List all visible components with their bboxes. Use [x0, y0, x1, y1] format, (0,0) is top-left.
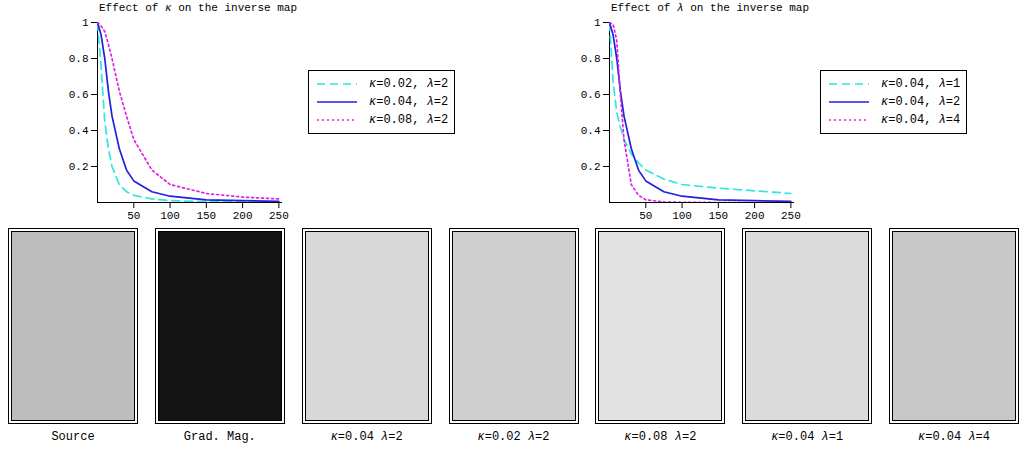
html-text:Effect of λ on the inverse map: Effect of λ on the inverse map: [611, 2, 809, 14]
html-text:κ =0.04, λ =2: κ =0.04, λ =2: [881, 95, 961, 109]
svg-text:250: 250: [269, 210, 289, 222]
html-text:κ =0.08, λ =2: κ =0.08, λ =2: [369, 113, 449, 127]
svg-text:0.4: 0.4: [69, 125, 89, 137]
svg-text:1: 1: [594, 17, 601, 29]
svg-text:0.8: 0.8: [581, 53, 601, 65]
html-text:κ =0.04 λ =2: κ =0.04 λ =2: [330, 430, 403, 444]
svg-text:0.4: 0.4: [581, 125, 601, 137]
svg-text:0.2: 0.2: [581, 161, 601, 173]
html-text:κ =0.04, λ =4: κ =0.04, λ =4: [881, 113, 961, 127]
html-text:κ =0.04 λ =4: κ =0.04 λ =4: [918, 430, 990, 444]
svg-text:50: 50: [127, 210, 140, 222]
svg-text:0.8: 0.8: [69, 53, 89, 65]
html-text:Grad. Mag.: Grad. Mag.: [183, 430, 256, 444]
svg-text:0.2: 0.2: [69, 161, 89, 173]
svg-text:100: 100: [672, 210, 692, 222]
svg-text:50: 50: [639, 210, 652, 222]
svg-text:200: 200: [233, 210, 253, 222]
svg-text:250: 250: [781, 210, 801, 222]
svg-text:0.6: 0.6: [581, 89, 601, 101]
html-text:Effect of κ on the inverse map: Effect of κ on the inverse map: [99, 2, 297, 14]
html-text:κ =0.02 λ =2: κ =0.02 λ =2: [477, 430, 550, 444]
svg-text:150: 150: [708, 210, 728, 222]
svg-text:0.6: 0.6: [69, 89, 89, 101]
html-text:κ =0.04, λ =1: κ =0.04, λ =1: [881, 77, 961, 91]
svg-text:100: 100: [160, 210, 180, 222]
svg-text:200: 200: [745, 210, 765, 222]
svg-text:150: 150: [196, 210, 216, 222]
svg-text:1: 1: [82, 17, 89, 29]
html-text:κ =0.08 λ =2: κ =0.08 λ =2: [624, 430, 697, 444]
html-text:κ =0.02, λ =2: κ =0.02, λ =2: [369, 77, 449, 91]
html-text:κ =0.04, λ =2: κ =0.04, λ =2: [369, 95, 449, 109]
html-text:κ =0.04 λ =1: κ =0.04 λ =1: [771, 430, 844, 444]
html-text:Source: Source: [51, 430, 95, 444]
